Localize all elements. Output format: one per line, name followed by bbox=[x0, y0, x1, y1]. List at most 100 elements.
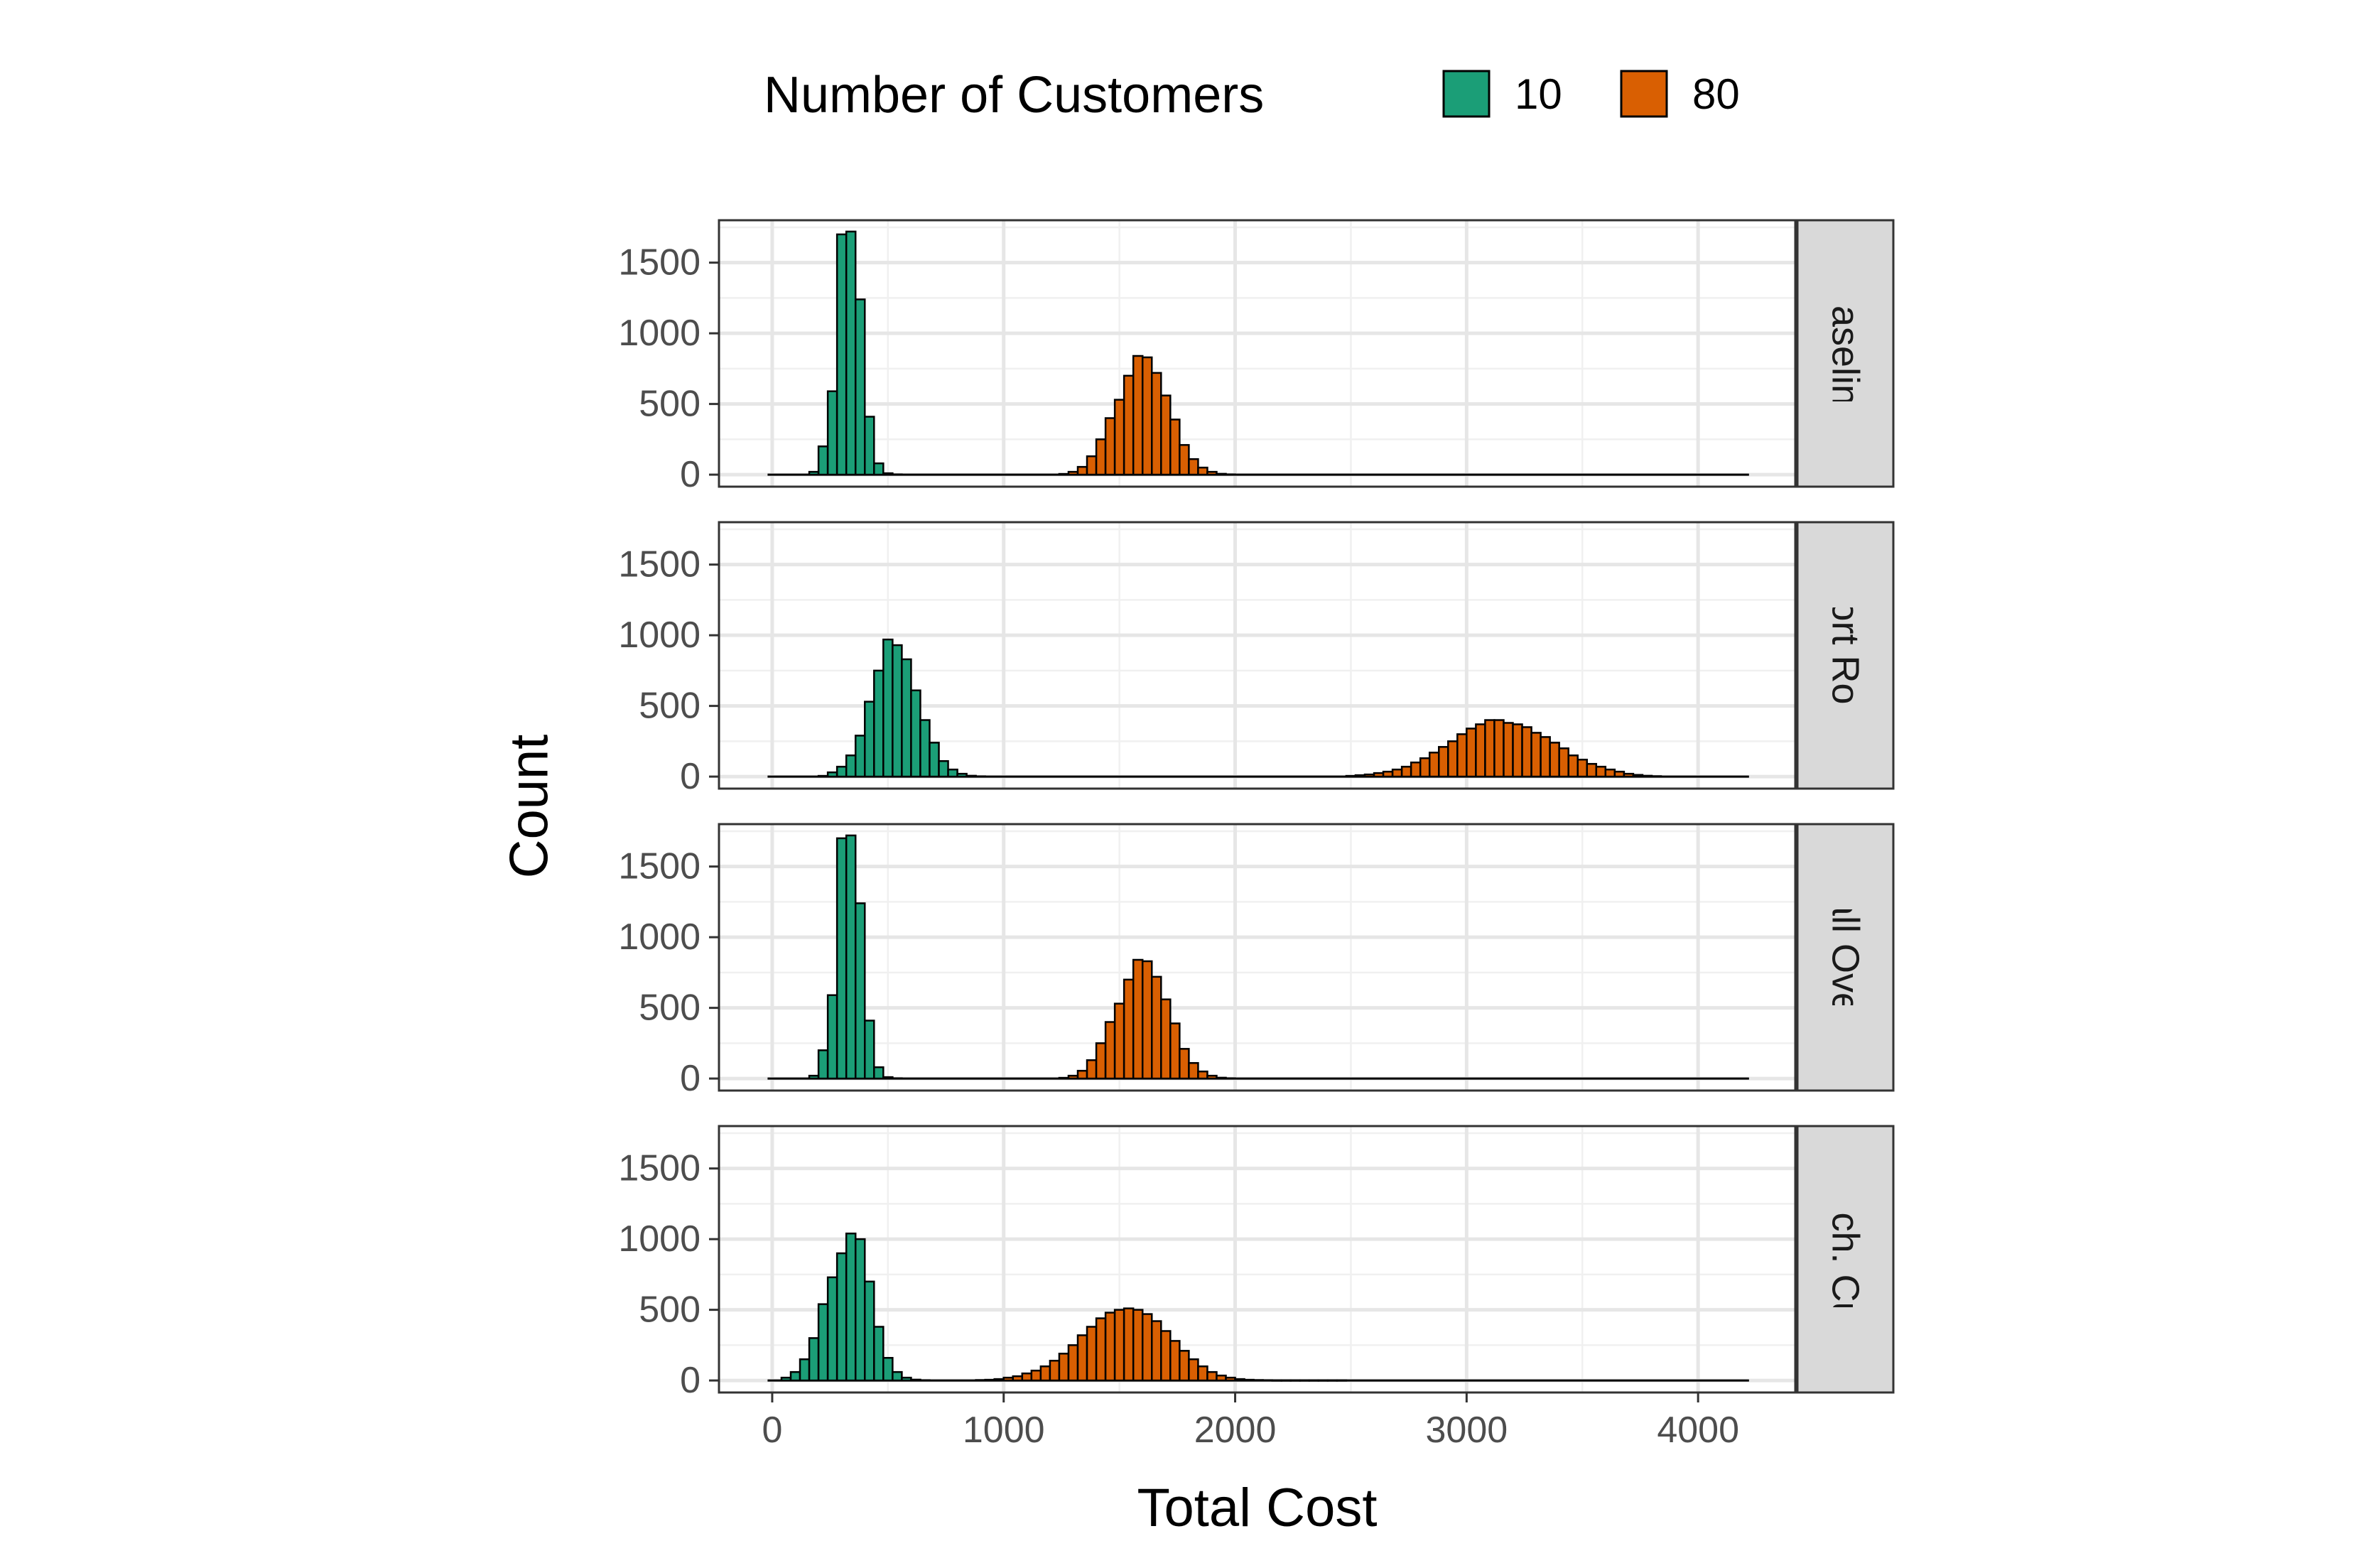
histogram-bar bbox=[1188, 1358, 1199, 1382]
y-tick-label: 500 bbox=[639, 988, 701, 1029]
y-tick-label: 1000 bbox=[618, 1218, 701, 1260]
histogram-bar bbox=[845, 754, 857, 778]
histogram-bar bbox=[1512, 723, 1523, 778]
y-tick-label: 1000 bbox=[618, 615, 701, 656]
histogram-bar bbox=[1493, 719, 1505, 778]
histogram-bar bbox=[1438, 746, 1449, 778]
histogram-bar bbox=[1123, 1307, 1135, 1382]
x-tick-label: 3000 bbox=[1426, 1410, 1508, 1451]
legend-key-10 bbox=[1442, 70, 1491, 118]
histogram-bar bbox=[929, 742, 940, 778]
histogram-bar bbox=[1179, 1350, 1190, 1382]
histogram-bar bbox=[1058, 1353, 1070, 1382]
x-tick-label: 2000 bbox=[1194, 1410, 1277, 1451]
histogram-bar bbox=[901, 1376, 912, 1382]
series-80 bbox=[1058, 958, 1236, 1080]
y-tick-label: 1500 bbox=[618, 544, 701, 585]
histogram-bar bbox=[1308, 1379, 1320, 1382]
histogram-bar bbox=[1113, 1309, 1125, 1382]
histogram-bar bbox=[808, 470, 820, 476]
facet-strip-label: Stoch. Cust. bbox=[1824, 1154, 1867, 1363]
histogram-bar bbox=[1586, 762, 1598, 778]
legend: Number of Customers 10 80 bbox=[764, 67, 1740, 124]
histogram-bar bbox=[864, 701, 875, 778]
histogram-bar bbox=[1558, 747, 1569, 778]
histogram-bar bbox=[1206, 470, 1218, 476]
histogram-bar bbox=[1373, 772, 1385, 778]
y-tick-label: 1000 bbox=[618, 313, 701, 354]
histogram-bar bbox=[1549, 742, 1560, 778]
histogram-bar bbox=[947, 768, 958, 778]
histogram-series bbox=[767, 638, 1749, 778]
histogram-bar bbox=[1076, 465, 1088, 476]
histogram-bar bbox=[845, 230, 857, 476]
y-tick-label: 500 bbox=[639, 686, 701, 727]
histogram-bar bbox=[1613, 770, 1626, 778]
histogram-bar bbox=[1391, 768, 1403, 778]
y-tick-label: 1000 bbox=[618, 916, 701, 958]
histogram-bar bbox=[1123, 978, 1135, 1080]
facet-strip-label: Short Route bbox=[1824, 553, 1867, 757]
y-tick-label: 0 bbox=[680, 1058, 701, 1099]
histogram-bar bbox=[1650, 775, 1662, 778]
histogram-bar bbox=[1632, 774, 1644, 778]
panel-grid bbox=[719, 824, 1795, 1091]
histogram-bar bbox=[1039, 1365, 1051, 1382]
histogram-bar bbox=[1049, 1359, 1061, 1382]
histogram-bar bbox=[817, 774, 829, 778]
facet-strip-label: Baseline bbox=[1824, 280, 1867, 427]
histogram-bar bbox=[1206, 1074, 1218, 1080]
histogram-bar bbox=[1354, 774, 1366, 778]
histogram-bar bbox=[1567, 754, 1579, 778]
histogram-bar bbox=[1067, 1074, 1079, 1080]
histogram-bar bbox=[919, 719, 931, 778]
histogram-bar bbox=[1317, 1379, 1329, 1382]
histogram-bar bbox=[1641, 774, 1653, 778]
histogram-bar bbox=[1104, 1311, 1116, 1382]
histogram-bar bbox=[873, 462, 885, 476]
y-tick-label: 500 bbox=[639, 384, 701, 425]
histogram-bar bbox=[1160, 998, 1172, 1080]
facet-strip-label: Small Overlap bbox=[1824, 837, 1867, 1078]
panel-border bbox=[718, 823, 1797, 1092]
histogram-bar bbox=[956, 772, 968, 778]
y-tick-label: 1500 bbox=[618, 1148, 701, 1189]
x-tick-label: 1000 bbox=[963, 1410, 1045, 1451]
histogram-bar bbox=[882, 1076, 894, 1080]
histogram-bar bbox=[835, 1252, 848, 1382]
histogram-bar bbox=[882, 638, 894, 778]
series-80 bbox=[1345, 719, 1662, 778]
histogram-bar bbox=[835, 233, 848, 476]
histogram-bar bbox=[1410, 761, 1422, 778]
histogram-bar bbox=[1012, 1375, 1024, 1382]
histogram-bar bbox=[1382, 770, 1394, 778]
histogram-bar bbox=[1113, 1002, 1125, 1080]
histogram-bar bbox=[1132, 1309, 1144, 1382]
histogram-bar bbox=[808, 1074, 820, 1080]
histogram-bar bbox=[854, 902, 866, 1080]
histogram-bar bbox=[1576, 758, 1589, 778]
histogram-bar bbox=[1188, 1061, 1199, 1080]
histogram-bar bbox=[826, 771, 838, 778]
panel-background bbox=[719, 1126, 1795, 1392]
histogram-bar bbox=[1067, 1344, 1079, 1382]
series-10 bbox=[808, 230, 903, 476]
histogram-bar bbox=[1216, 1374, 1227, 1382]
histogram-bar bbox=[1179, 1048, 1190, 1080]
histogram-bar bbox=[938, 759, 949, 778]
histogram-bar bbox=[910, 689, 921, 778]
histogram-bar bbox=[1197, 1365, 1208, 1382]
histogram-bar bbox=[1216, 472, 1227, 476]
histogram-bar bbox=[864, 1280, 875, 1382]
histogram-bar bbox=[1419, 757, 1431, 778]
histogram-bar bbox=[892, 644, 903, 778]
histogram-bar bbox=[1530, 732, 1542, 778]
x-axis-title: Total Cost bbox=[1137, 1478, 1378, 1538]
legend-title: Number of Customers bbox=[764, 67, 1264, 124]
histogram-bar bbox=[817, 1049, 829, 1080]
legend-key-80 bbox=[1620, 70, 1668, 118]
y-tick-label: 0 bbox=[680, 756, 701, 797]
facet-panel-1: Baseline 0 500 1000 1500 bbox=[618, 219, 1895, 495]
facet-panel-3: Small Overlap 0 500 1000 1500 bbox=[618, 823, 1895, 1099]
